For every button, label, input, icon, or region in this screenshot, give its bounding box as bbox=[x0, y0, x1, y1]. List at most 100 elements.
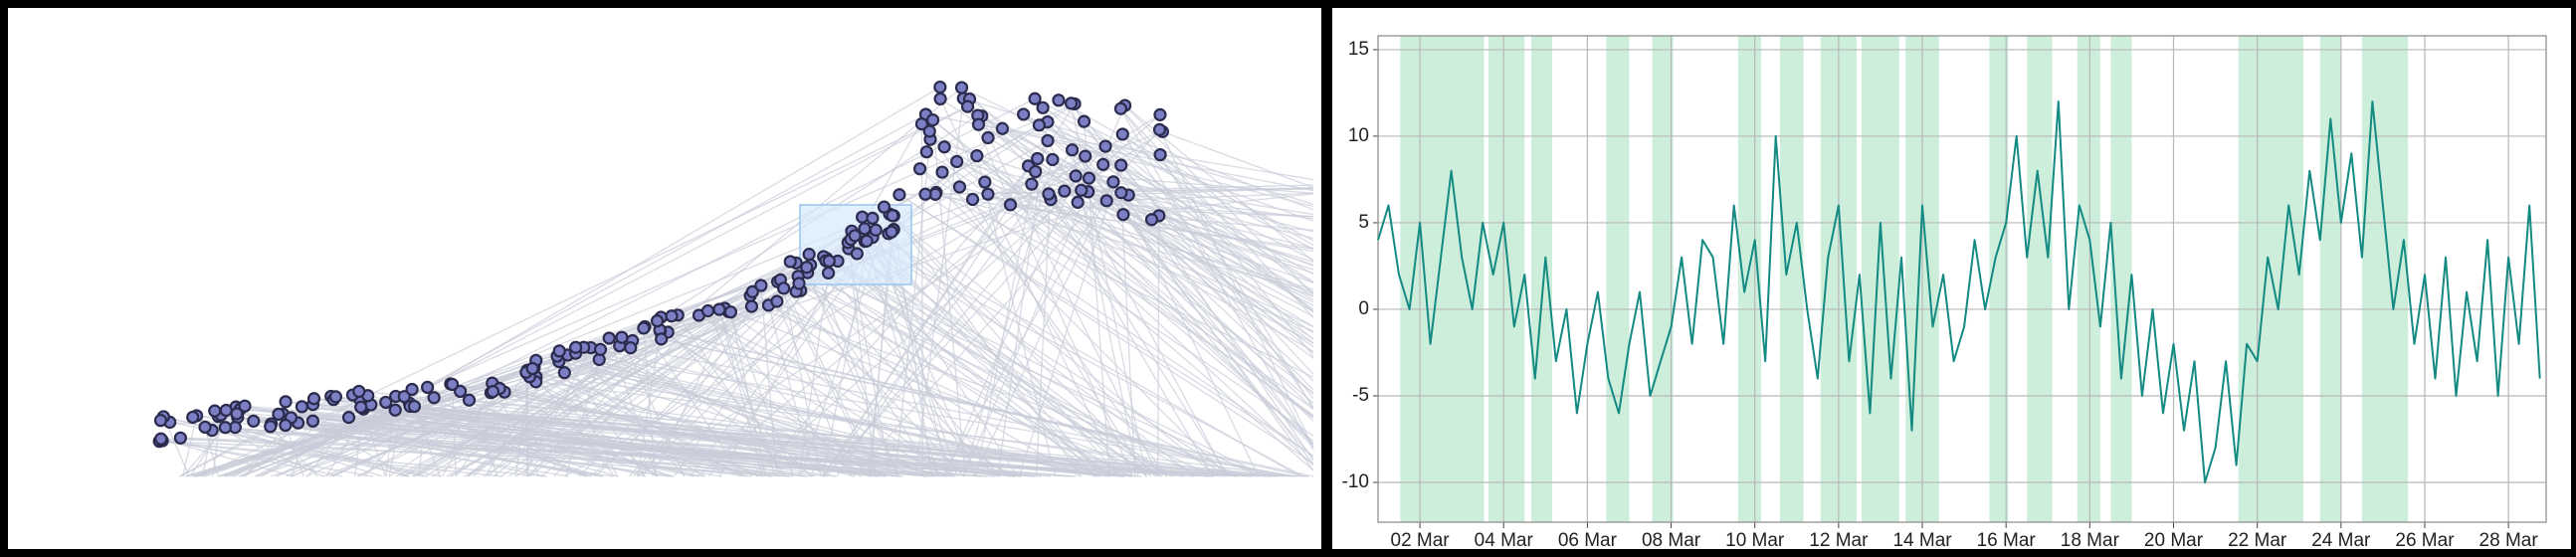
node[interactable] bbox=[869, 223, 883, 237]
node[interactable] bbox=[153, 414, 168, 428]
node[interactable] bbox=[1153, 107, 1167, 121]
node[interactable] bbox=[552, 344, 566, 358]
node[interactable] bbox=[754, 278, 768, 292]
node[interactable] bbox=[1096, 157, 1110, 171]
node[interactable] bbox=[186, 410, 200, 425]
node[interactable] bbox=[978, 175, 992, 189]
node[interactable] bbox=[935, 165, 949, 179]
node[interactable] bbox=[1017, 107, 1031, 121]
node[interactable] bbox=[462, 393, 477, 407]
node[interactable] bbox=[328, 390, 343, 404]
node[interactable] bbox=[918, 187, 932, 201]
node[interactable] bbox=[995, 121, 1010, 135]
node[interactable] bbox=[744, 299, 759, 313]
node[interactable] bbox=[637, 321, 651, 335]
node[interactable] bbox=[219, 403, 233, 418]
node[interactable] bbox=[950, 154, 964, 169]
node[interactable] bbox=[405, 382, 419, 397]
node[interactable] bbox=[173, 431, 187, 445]
node[interactable] bbox=[970, 149, 984, 163]
node[interactable] bbox=[602, 331, 616, 345]
node[interactable] bbox=[615, 330, 629, 344]
node[interactable] bbox=[305, 414, 320, 428]
node[interactable] bbox=[407, 399, 422, 414]
node[interactable] bbox=[568, 340, 583, 354]
node[interactable] bbox=[218, 421, 232, 435]
node[interactable] bbox=[665, 309, 679, 323]
node[interactable] bbox=[933, 92, 947, 106]
node[interactable] bbox=[1029, 164, 1043, 179]
node[interactable] bbox=[1116, 208, 1130, 222]
node[interactable] bbox=[354, 400, 368, 414]
node[interactable] bbox=[1152, 122, 1167, 136]
node[interactable] bbox=[388, 403, 402, 417]
node[interactable] bbox=[279, 395, 293, 409]
node[interactable] bbox=[1113, 101, 1128, 115]
node[interactable] bbox=[1106, 175, 1120, 189]
node[interactable] bbox=[971, 117, 986, 131]
node[interactable] bbox=[965, 192, 980, 207]
node[interactable] bbox=[783, 255, 797, 269]
node[interactable] bbox=[198, 420, 212, 435]
node[interactable] bbox=[1144, 213, 1159, 227]
node[interactable] bbox=[1065, 143, 1080, 157]
node[interactable] bbox=[892, 188, 906, 202]
node[interactable] bbox=[1077, 114, 1091, 128]
node[interactable] bbox=[397, 390, 411, 404]
node[interactable] bbox=[1153, 147, 1167, 162]
node[interactable] bbox=[822, 254, 836, 269]
node[interactable] bbox=[279, 418, 293, 433]
node[interactable] bbox=[272, 407, 286, 421]
node[interactable] bbox=[1064, 96, 1079, 110]
node[interactable] bbox=[1099, 194, 1113, 208]
node[interactable] bbox=[919, 145, 933, 159]
node[interactable] bbox=[341, 411, 356, 425]
node[interactable] bbox=[922, 124, 936, 138]
node[interactable] bbox=[912, 162, 927, 176]
node[interactable] bbox=[525, 361, 539, 376]
node[interactable] bbox=[1075, 183, 1089, 197]
node[interactable] bbox=[379, 395, 393, 410]
node[interactable] bbox=[1036, 100, 1050, 114]
node[interactable] bbox=[1046, 152, 1060, 167]
node[interactable] bbox=[295, 400, 309, 414]
node[interactable] bbox=[954, 81, 969, 94]
node[interactable] bbox=[877, 200, 892, 214]
node[interactable] bbox=[848, 229, 862, 243]
node[interactable] bbox=[238, 399, 252, 413]
node[interactable] bbox=[1003, 198, 1018, 212]
node[interactable] bbox=[557, 366, 571, 380]
node[interactable] bbox=[1114, 158, 1128, 172]
node[interactable] bbox=[700, 303, 715, 318]
node[interactable] bbox=[792, 277, 806, 290]
node[interactable] bbox=[486, 385, 500, 399]
node[interactable] bbox=[1058, 184, 1072, 198]
node[interactable] bbox=[1031, 151, 1045, 166]
node[interactable] bbox=[925, 113, 940, 127]
node[interactable] bbox=[860, 234, 874, 248]
node[interactable] bbox=[777, 281, 791, 295]
node[interactable] bbox=[352, 384, 366, 399]
node[interactable] bbox=[655, 332, 669, 346]
node[interactable] bbox=[745, 284, 759, 298]
node[interactable] bbox=[770, 294, 784, 308]
node[interactable] bbox=[624, 341, 638, 355]
node[interactable] bbox=[1098, 139, 1112, 153]
node[interactable] bbox=[981, 187, 995, 201]
node[interactable] bbox=[937, 140, 951, 154]
node[interactable] bbox=[650, 313, 665, 328]
node[interactable] bbox=[1032, 118, 1046, 132]
node[interactable] bbox=[1069, 169, 1083, 183]
node[interactable] bbox=[306, 392, 321, 406]
node[interactable] bbox=[1028, 92, 1042, 105]
node[interactable] bbox=[914, 117, 929, 131]
node[interactable] bbox=[1115, 127, 1129, 141]
node[interactable] bbox=[247, 414, 261, 428]
node[interactable] bbox=[264, 420, 278, 434]
node[interactable] bbox=[1079, 149, 1092, 163]
node[interactable] bbox=[1052, 93, 1066, 107]
node[interactable] bbox=[427, 391, 441, 405]
node[interactable] bbox=[1041, 133, 1055, 148]
node[interactable] bbox=[1114, 186, 1128, 200]
node[interactable] bbox=[981, 130, 995, 145]
